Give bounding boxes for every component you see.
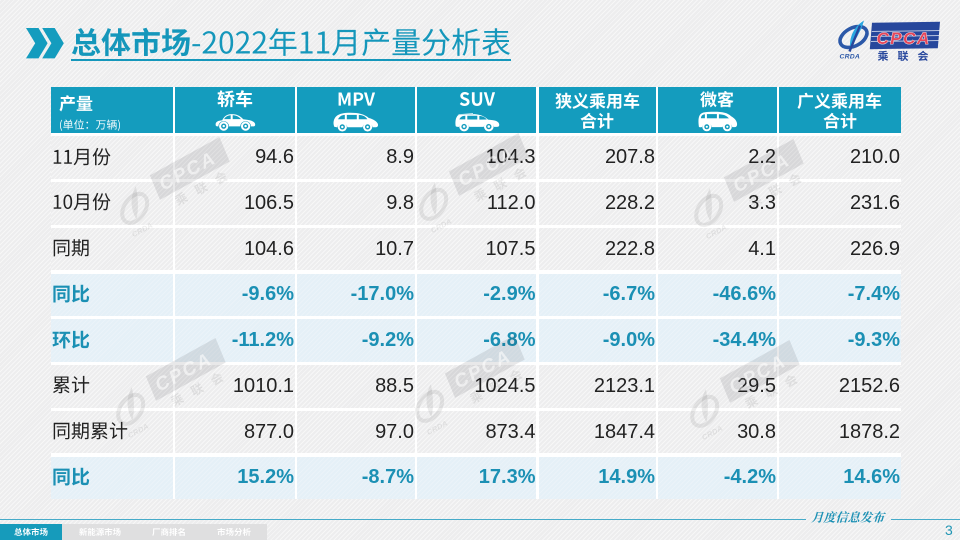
svg-text:CPCA: CPCA [877, 29, 931, 48]
svg-text:CRDA: CRDA [840, 54, 860, 61]
